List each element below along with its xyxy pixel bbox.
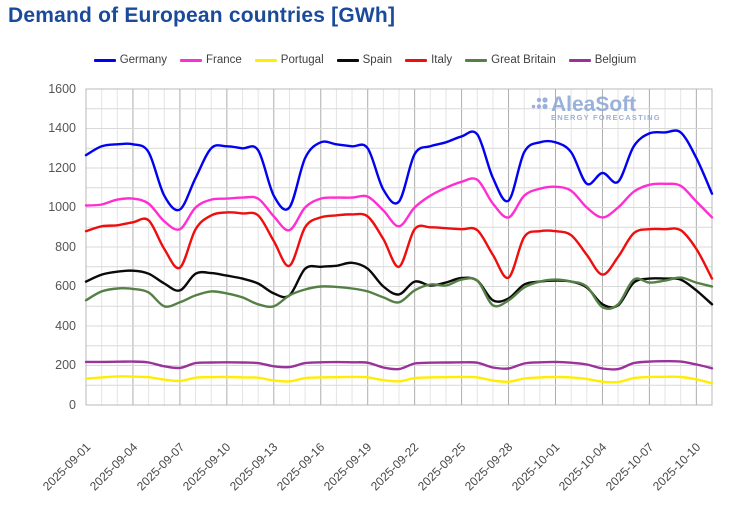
legend-label-france: France	[206, 54, 242, 66]
legend-label-great-britain: Great Britain	[491, 54, 556, 66]
y-tick-label: 1200	[48, 160, 76, 175]
legend-item-portugal: Portugal	[254, 54, 324, 66]
chart-legend: Germany France Portugal Spain Italy Great Bri…	[0, 54, 730, 66]
legend-swatch-spain	[336, 58, 359, 62]
y-tick-label: 0	[69, 397, 76, 412]
legend-item-spain: Spain	[336, 54, 393, 66]
watermark-logo: AleaSoft ENERGY FORECASTING	[531, 94, 661, 122]
y-tick-label: 800	[55, 239, 76, 254]
y-tick-label: 1600	[48, 81, 76, 96]
series-line-france	[84, 177, 714, 232]
legend-item-great-britain: Great Britain	[465, 54, 556, 66]
chart-title: Demand of European countries [GWh]	[8, 4, 396, 27]
y-tick-label: 200	[55, 358, 76, 372]
series-line-great-britain	[84, 276, 714, 311]
series-line-italy	[84, 211, 714, 280]
legend-swatch-france	[180, 58, 202, 62]
y-tick-label: 1000	[48, 200, 76, 214]
legend-item-germany: Germany	[93, 54, 167, 66]
legend-swatch-germany	[93, 58, 116, 62]
legend-swatch-belgium	[568, 58, 591, 62]
legend-swatch-italy	[405, 58, 428, 62]
series-line-belgium	[84, 359, 714, 371]
legend-label-germany: Germany	[119, 54, 167, 66]
watermark-name: AleaSoft	[551, 93, 637, 116]
series-line-germany	[84, 129, 714, 212]
aleasoft-dots-icon	[531, 97, 548, 110]
legend-label-belgium: Belgium	[594, 54, 637, 66]
legend-label-portugal: Portugal	[280, 54, 324, 66]
y-tick-label: 600	[55, 279, 76, 293]
legend-item-belgium: Belgium	[568, 54, 637, 66]
watermark-subtitle: ENERGY FORECASTING	[551, 113, 661, 122]
series-line-portugal	[84, 375, 714, 385]
legend-item-france: France	[180, 54, 242, 66]
legend-swatch-portugal	[254, 58, 277, 62]
legend-label-spain: Spain	[362, 54, 393, 66]
legend-item-italy: Italy	[405, 54, 452, 66]
y-tick-label: 1400	[48, 121, 76, 135]
legend-label-italy: Italy	[431, 54, 453, 66]
series-line-spain	[84, 261, 714, 309]
y-tick-label: 400	[55, 318, 76, 333]
legend-swatch-great-britain	[465, 58, 488, 62]
